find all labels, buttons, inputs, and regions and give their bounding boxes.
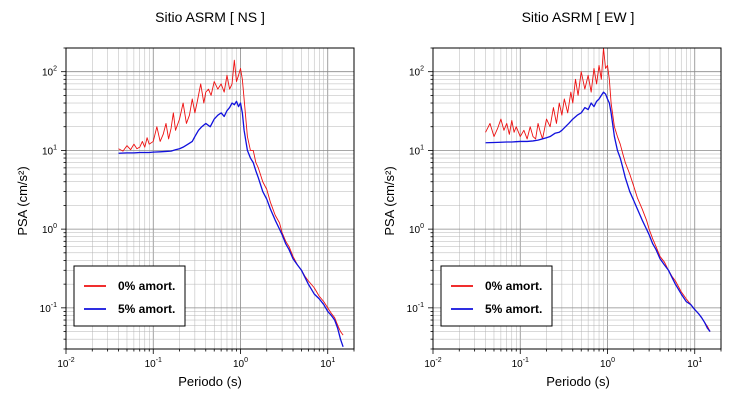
- x-tick-label: 10-2: [424, 357, 441, 370]
- chart-panel-ns: Sitio ASRM [ NS ] PSA (cm/s²) Periodo (s…: [15, 9, 355, 389]
- y-tick-label: 101: [409, 144, 424, 157]
- x-tick-label: 10-2: [57, 357, 74, 370]
- tick-marks: [61, 47, 355, 354]
- legend-label: 5% amort.: [118, 302, 175, 316]
- series-line-5pct: [485, 91, 711, 332]
- legend-box: [73, 265, 186, 327]
- plot-frame: [432, 47, 722, 350]
- grid: [65, 47, 355, 350]
- plot-frame: [65, 47, 355, 350]
- x-tick-label: 10-1: [512, 357, 529, 370]
- x-tick-label: 10-1: [145, 357, 162, 370]
- series-line-5pct: [118, 100, 344, 348]
- legend: 0% amort. 5% amort.: [73, 265, 186, 327]
- legend-box: [440, 265, 553, 327]
- legend-label: 5% amort.: [485, 302, 542, 316]
- y-tick-label: 100: [409, 223, 424, 236]
- x-axis-label: Periodo (s): [178, 374, 242, 389]
- x-tick-label: 101: [687, 357, 702, 370]
- y-tick-label: 100: [42, 223, 57, 236]
- y-tick-label: 102: [409, 66, 424, 79]
- chart-title: Sitio ASRM [ EW ]: [522, 9, 635, 25]
- y-axis-label: PSA (cm/s²): [382, 166, 397, 235]
- y-tick-label: 10-1: [40, 302, 57, 315]
- tick-marks: [428, 47, 722, 354]
- chart-panel-ew: Sitio ASRM [ EW ] PSA (cm/s²) Periodo (s…: [382, 9, 722, 389]
- chart-title: Sitio ASRM [ NS ]: [155, 9, 265, 25]
- y-tick-label: 10-1: [407, 302, 424, 315]
- x-axis-label: Periodo (s): [546, 374, 610, 389]
- x-tick-label: 100: [233, 357, 248, 370]
- y-axis-label: PSA (cm/s²): [15, 166, 30, 235]
- legend-label: 0% amort.: [118, 279, 175, 293]
- legend-label: 0% amort.: [485, 279, 542, 293]
- x-tick-label: 101: [320, 357, 335, 370]
- y-tick-label: 102: [42, 66, 57, 79]
- x-tick-label: 100: [600, 357, 615, 370]
- series-line-0pct: [485, 47, 711, 332]
- y-tick-label: 101: [42, 144, 57, 157]
- legend: 0% amort. 5% amort.: [440, 265, 553, 327]
